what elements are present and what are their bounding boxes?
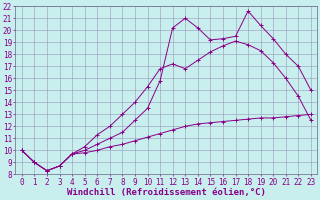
X-axis label: Windchill (Refroidissement éolien,°C): Windchill (Refroidissement éolien,°C) xyxy=(67,188,266,197)
